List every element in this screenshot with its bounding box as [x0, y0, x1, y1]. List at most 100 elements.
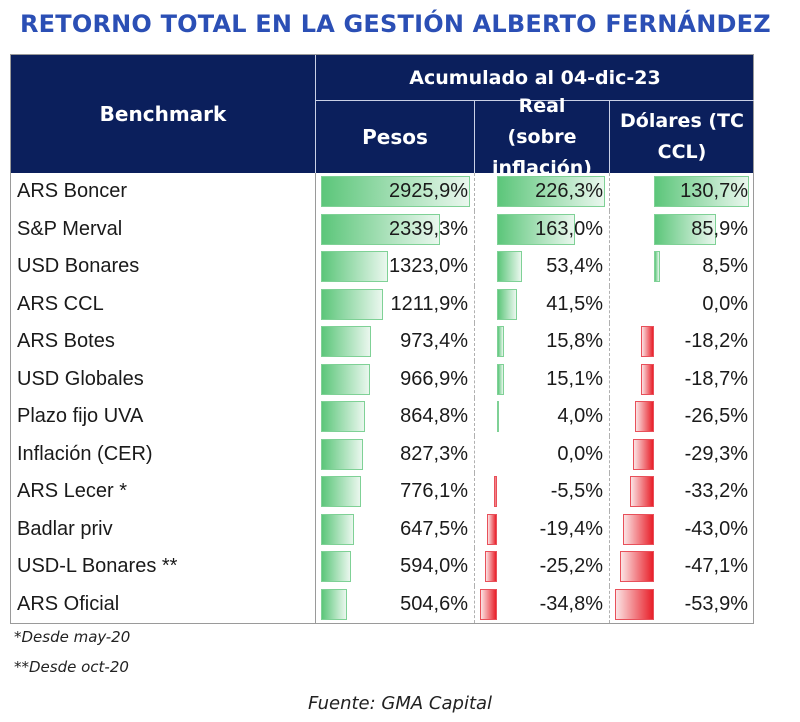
usd-bar: [615, 588, 655, 620]
usd-value: -33,2%: [684, 480, 748, 503]
benchmark-cell: ARS Botes: [11, 323, 316, 361]
benchmark-name: ARS Botes: [17, 330, 115, 353]
pesos-value: 973,4%: [400, 330, 468, 353]
usd-cell: -29,3%: [610, 436, 754, 474]
real-bar: [480, 588, 497, 620]
usd-cell: 0,0%: [610, 286, 754, 324]
pesos-cell: 1211,9%: [316, 285, 475, 323]
pesos-bar: [321, 476, 361, 507]
benchmark-name: Plazo fijo UVA: [17, 405, 144, 428]
pesos-cell: 827,3%: [316, 435, 475, 473]
usd-bar: [654, 176, 749, 207]
benchmark-name: ARS CCL: [17, 292, 104, 315]
chart-title: RETORNO TOTAL EN LA GESTIÓN ALBERTO FERN…: [20, 10, 771, 38]
benchmark-name: S&P Merval: [17, 217, 123, 240]
table-row: USD-L Bonares ** 594,0% -25,2% -47,1%: [11, 548, 753, 586]
usd-bar: [634, 401, 655, 432]
pesos-bar: [321, 251, 389, 282]
pesos-bar: [321, 438, 364, 470]
table-row: S&P Merval 2339,3% 163,0% 85,9%: [11, 210, 753, 248]
benchmark-cell: ARS Lecer *: [11, 473, 316, 511]
pesos-cell: 2925,9%: [316, 173, 475, 211]
usd-value: -53,9%: [684, 592, 748, 615]
usd-cell: -47,1%: [610, 548, 754, 586]
real-cell: 41,5%: [475, 285, 610, 323]
table-row: Badlar priv 647,5% -19,4% -43,0%: [11, 510, 754, 549]
table-header: Benchmark Acumulado al 04-dic-23 Pesos R…: [11, 55, 754, 179]
header-benchmark: Benchmark: [11, 55, 316, 173]
real-cell: 15,1%: [475, 360, 610, 398]
table-row: Inflación (CER) 827,3% 0,0% -29,3%: [11, 435, 754, 474]
pesos-bar: [321, 551, 352, 582]
pesos-bar: [321, 363, 371, 395]
real-bar: [496, 363, 504, 395]
table-row: ARS Oficial 504,6% -34,8% -53,9%: [11, 585, 753, 623]
real-value: 15,1%: [546, 367, 603, 390]
pesos-bar: [321, 213, 441, 245]
table-row: ARS CCL 1211,9% 41,5% 0,0%: [11, 285, 754, 324]
header-dollars: Dólares (TC CCL): [620, 110, 744, 163]
benchmark-cell: ARS Boncer: [11, 173, 316, 211]
pesos-value: 647,5%: [400, 517, 468, 540]
pesos-cell: 1323,0%: [316, 248, 475, 286]
usd-bar: [654, 213, 717, 245]
pesos-value: 776,1%: [400, 480, 468, 503]
benchmark-cell: USD-L Bonares **: [11, 548, 316, 586]
usd-bar: [640, 326, 655, 357]
header-real: Real (sobre inflación): [475, 95, 610, 179]
pesos-cell: 504,6%: [316, 585, 475, 623]
usd-bar: [630, 476, 655, 507]
benchmark-cell: S&P Merval: [11, 210, 316, 248]
pesos-value: 2925,9%: [389, 180, 468, 203]
real-value: 163,0%: [535, 217, 603, 240]
usd-cell: -43,0%: [610, 511, 754, 549]
real-cell: 15,8%: [475, 323, 610, 361]
real-cell: 226,3%: [475, 173, 610, 211]
real-value: 53,4%: [546, 255, 603, 278]
pesos-cell: 973,4%: [316, 323, 475, 361]
pesos-value: 1323,0%: [389, 255, 468, 278]
real-cell: -19,4%: [475, 510, 610, 548]
benchmark-cell: USD Globales: [11, 360, 316, 398]
real-bar: [494, 476, 497, 507]
table-row: ARS Lecer * 776,1% -5,5% -33,2%: [11, 473, 753, 511]
real-bar: [496, 213, 575, 245]
pesos-cell: 776,1%: [316, 473, 475, 511]
table-row: Plazo fijo UVA 864,8% 4,0% -26,5%: [11, 398, 753, 436]
usd-cell: -26,5%: [610, 398, 754, 436]
real-cell: -34,8%: [475, 585, 610, 623]
usd-value: 85,9%: [691, 217, 748, 240]
usd-cell: 8,5%: [610, 248, 754, 286]
pesos-value: 864,8%: [400, 405, 468, 428]
usd-value: 130,7%: [680, 180, 748, 203]
pesos-bar: [321, 513, 354, 545]
table-row: ARS Botes 973,4% 15,8% -18,2%: [11, 323, 753, 361]
real-bar: [496, 326, 505, 357]
header-pesos: Pesos: [316, 101, 475, 173]
benchmark-cell: Plazo fijo UVA: [11, 398, 316, 436]
pesos-cell: 594,0%: [316, 548, 475, 586]
benchmark-cell: ARS CCL: [11, 285, 316, 323]
real-value: 4,0%: [557, 405, 603, 428]
pesos-bar: [321, 588, 347, 620]
table-body: ARS Boncer 2925,9% 226,3% 130,7% S&P Merval 2…: [11, 173, 753, 623]
real-value: -5,5%: [550, 480, 603, 503]
pesos-cell: 2339,3%: [316, 210, 475, 248]
benchmark-cell: Badlar priv: [11, 510, 316, 548]
pesos-cell: 647,5%: [316, 510, 475, 548]
pesos-value: 2339,3%: [389, 217, 468, 240]
usd-value: -18,2%: [684, 330, 748, 353]
usd-bar: [622, 513, 655, 545]
header-accumulated: Acumulado al 04-dic-23: [316, 55, 754, 101]
returns-table: Benchmark Acumulado al 04-dic-23 Pesos R…: [10, 54, 754, 624]
real-value: -34,8%: [539, 592, 603, 615]
pesos-value: 1211,9%: [390, 292, 468, 315]
usd-cell: -18,7%: [610, 361, 754, 399]
usd-value: -43,0%: [684, 517, 748, 540]
usd-value: -18,7%: [684, 367, 748, 390]
usd-bar: [619, 551, 655, 582]
pesos-value: 827,3%: [400, 442, 468, 465]
footnote-1: *Desde may-20: [14, 628, 131, 646]
usd-value: -29,3%: [684, 442, 748, 465]
table-row: USD Globales 966,9% 15,1% -18,7%: [11, 360, 754, 399]
